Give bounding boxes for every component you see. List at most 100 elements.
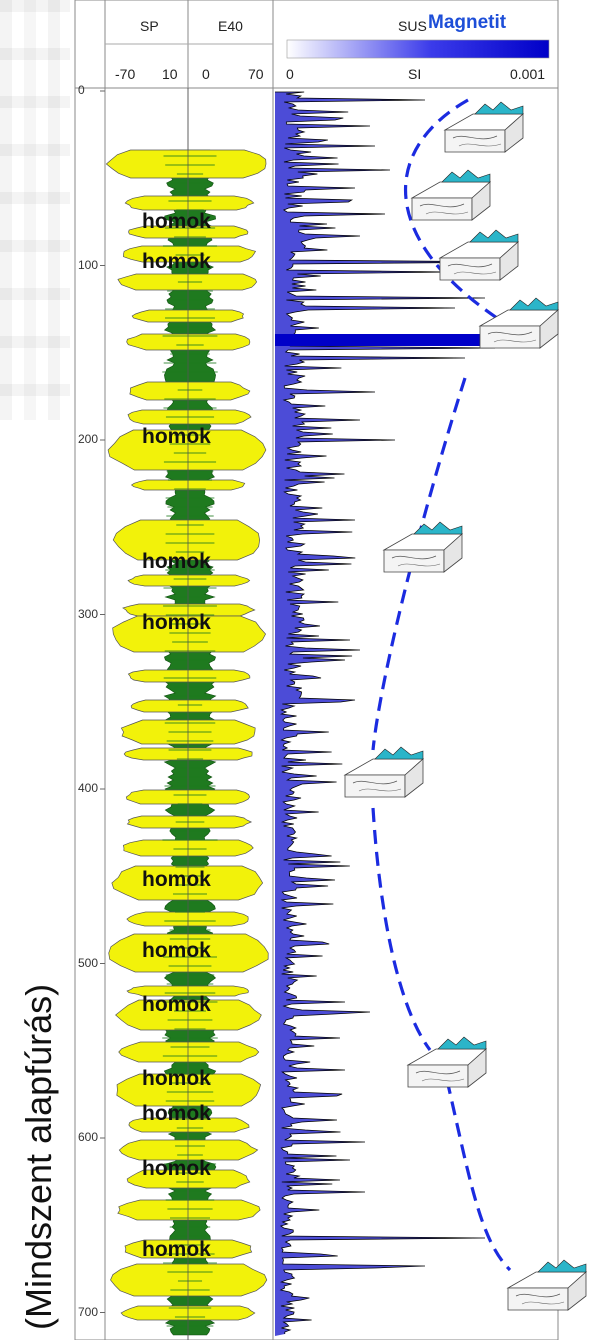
depth-tick-label: 400 bbox=[78, 781, 99, 795]
block-channel bbox=[487, 331, 533, 336]
sand-body bbox=[118, 1139, 259, 1161]
block-front bbox=[344, 774, 406, 798]
depth-grid bbox=[100, 90, 105, 1313]
sand-label: homok bbox=[142, 1101, 211, 1125]
block-channel-2 bbox=[421, 1078, 465, 1082]
block-channel-2 bbox=[493, 339, 537, 343]
sand-label: homok bbox=[142, 550, 211, 574]
block-side bbox=[504, 113, 524, 153]
block-channel-2 bbox=[358, 788, 402, 792]
sand-body bbox=[117, 1199, 261, 1221]
sand-body bbox=[127, 669, 251, 683]
sand-label: homok bbox=[142, 1066, 211, 1090]
block-water bbox=[469, 229, 519, 243]
sand-label: homok bbox=[142, 1237, 211, 1261]
sand-body bbox=[107, 429, 267, 471]
trend-dashed-curve bbox=[371, 377, 467, 751]
sp-e40-fill bbox=[105, 88, 269, 1340]
block-channel bbox=[452, 135, 498, 140]
sand-body bbox=[116, 1073, 262, 1107]
sand-body bbox=[112, 615, 267, 653]
block-front bbox=[439, 257, 501, 281]
block-water bbox=[537, 1259, 587, 1273]
block-front bbox=[479, 325, 541, 349]
trend-dashed-curve bbox=[371, 807, 432, 1051]
block-diagram-icon bbox=[410, 169, 492, 221]
sand-label: homok bbox=[142, 424, 211, 448]
sand-body bbox=[126, 911, 249, 927]
cycle-dashed-curves bbox=[371, 98, 512, 1272]
block-channel-2 bbox=[397, 563, 441, 567]
block-water bbox=[441, 169, 491, 183]
sand-body bbox=[126, 1169, 251, 1189]
sus-scale-unit: SI bbox=[408, 66, 422, 82]
sand-body bbox=[105, 149, 267, 179]
sand-label: homok bbox=[142, 611, 211, 635]
block-channel-2 bbox=[458, 143, 502, 147]
depth-tick-label: 700 bbox=[78, 1304, 99, 1319]
sp-scale-min: -70 bbox=[115, 66, 136, 82]
sand-body bbox=[111, 865, 264, 901]
sand-body bbox=[129, 381, 251, 401]
sand-label: homok bbox=[142, 1157, 211, 1181]
block-diagram-icon bbox=[343, 746, 425, 798]
block-water bbox=[413, 521, 463, 535]
depth-tick-label: 500 bbox=[78, 955, 99, 970]
depth-tick-label: 600 bbox=[78, 1130, 99, 1144]
sand-body bbox=[108, 933, 269, 973]
block-side bbox=[567, 1271, 587, 1311]
sand-body bbox=[110, 1263, 268, 1297]
sand-body bbox=[130, 699, 249, 713]
block-diagram-icon bbox=[478, 297, 560, 349]
depth-tick-label: 100 bbox=[78, 257, 99, 272]
e40-label: E40 bbox=[218, 18, 243, 34]
sus-fill-area bbox=[275, 92, 515, 1336]
block-front bbox=[383, 549, 445, 573]
e40-scale-max: 70 bbox=[248, 66, 264, 82]
e40-scale-min: 0 bbox=[202, 66, 210, 82]
trend-dashed-curve bbox=[403, 98, 501, 322]
sand-body bbox=[128, 1117, 250, 1133]
sus-curve-line bbox=[275, 91, 516, 1335]
side-title: (Mindszent alapfúrás) bbox=[18, 983, 59, 1330]
block-water bbox=[509, 297, 559, 311]
sus-label: SUS bbox=[398, 18, 427, 34]
block-channel bbox=[419, 203, 465, 208]
block-diagram-icon bbox=[506, 1259, 588, 1311]
sand-label: homok bbox=[142, 993, 211, 1017]
block-front bbox=[407, 1064, 469, 1088]
block-front bbox=[507, 1287, 569, 1311]
block-side bbox=[404, 758, 424, 798]
sp-label: SP bbox=[140, 18, 159, 34]
block-side bbox=[471, 181, 491, 221]
block-diagram-icon bbox=[406, 1036, 488, 1088]
sand-body bbox=[115, 999, 262, 1031]
sand-label: homok bbox=[142, 250, 211, 273]
sand-body bbox=[123, 245, 257, 263]
block-channel-2 bbox=[521, 1301, 565, 1305]
block-channel bbox=[415, 1070, 461, 1075]
depth-tick-label: 300 bbox=[78, 606, 99, 621]
block-channel bbox=[515, 1293, 561, 1298]
sus-color-scale bbox=[286, 39, 550, 59]
block-diagram-icon bbox=[438, 229, 520, 281]
block-water bbox=[437, 1036, 487, 1050]
trend-dashed-curve bbox=[445, 1079, 512, 1272]
block-front bbox=[444, 129, 506, 153]
sand-label: homok bbox=[142, 867, 211, 891]
sp-scale-max: 10 bbox=[162, 66, 178, 82]
sus-scale-max: 0.001 bbox=[510, 66, 546, 82]
block-water bbox=[474, 101, 524, 115]
magnetit-label: Magnetit bbox=[428, 12, 507, 33]
sus-strong-band bbox=[275, 334, 490, 346]
sand-body bbox=[124, 195, 255, 211]
block-side bbox=[499, 241, 519, 281]
block-diagram-icon bbox=[382, 521, 464, 573]
block-channel bbox=[391, 555, 437, 560]
background-decoration bbox=[0, 0, 70, 420]
block-front bbox=[411, 197, 473, 221]
block-side bbox=[467, 1048, 487, 1088]
depth-tick-label: 200 bbox=[78, 432, 99, 446]
sand-body bbox=[112, 519, 260, 561]
